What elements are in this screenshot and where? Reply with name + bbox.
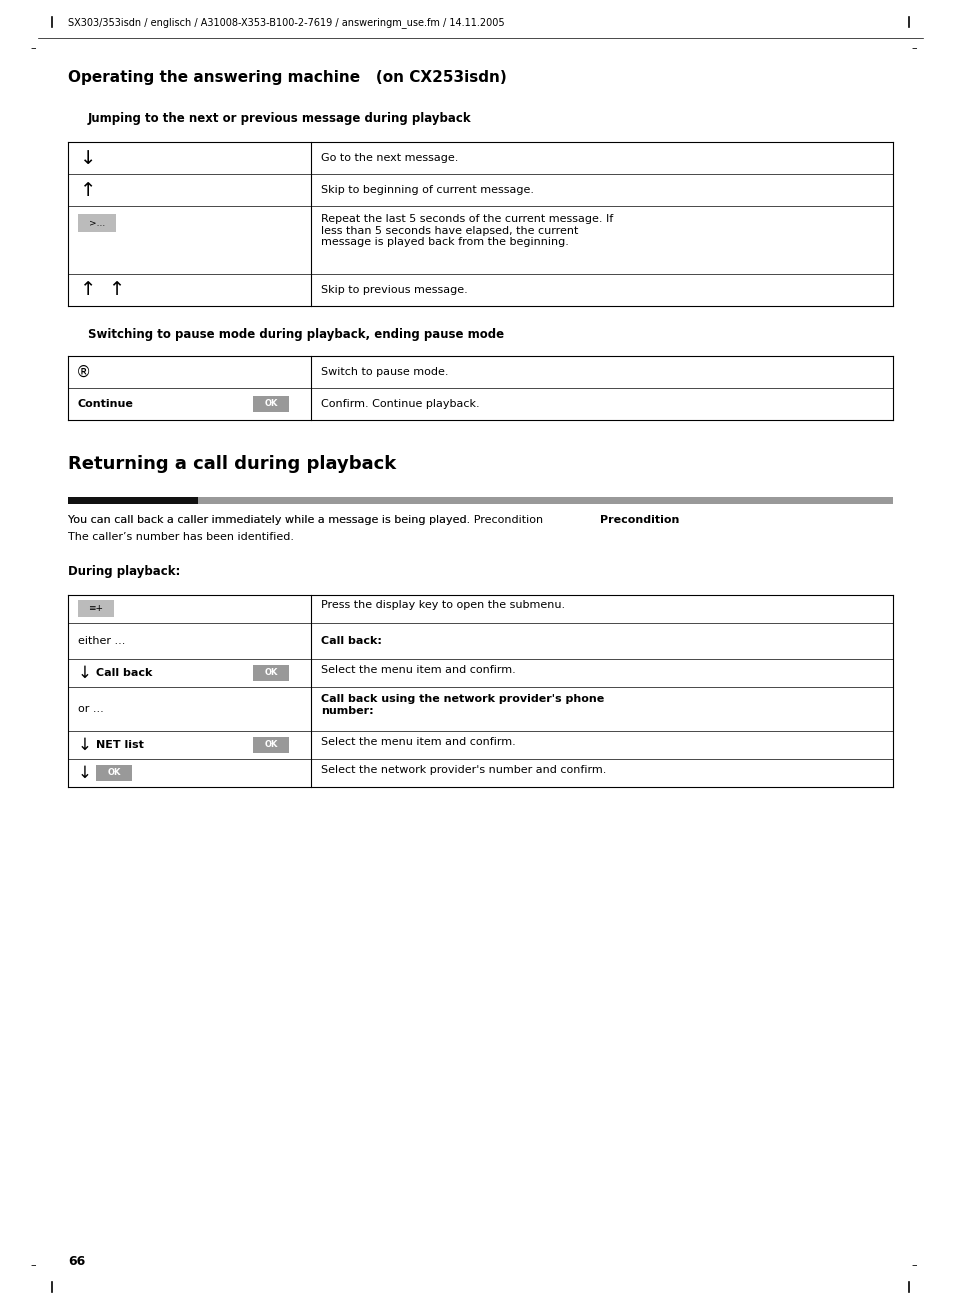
FancyBboxPatch shape [68,497,198,505]
FancyBboxPatch shape [96,765,132,782]
Text: You can call back a caller immediately while a message is being played.: You can call back a caller immediately w… [68,515,474,525]
FancyBboxPatch shape [198,497,892,505]
FancyBboxPatch shape [253,665,289,681]
Text: OK: OK [264,400,277,409]
Text: Switching to pause mode during playback, ending pause mode: Switching to pause mode during playback,… [88,328,503,341]
Text: Continue: Continue [78,399,133,409]
Text: Call back: Call back [96,668,152,678]
Text: Precondition: Precondition [599,515,679,525]
Text: ↑  ↑: ↑ ↑ [80,281,125,299]
Text: Repeat the last 5 seconds of the current message. If
less than 5 seconds have el: Repeat the last 5 seconds of the current… [321,214,613,247]
Text: Confirm. Continue playback.: Confirm. Continue playback. [321,399,479,409]
Text: ↓: ↓ [78,736,91,754]
Text: During playback:: During playback: [68,565,180,578]
Text: Returning a call during playback: Returning a call during playback [68,455,395,473]
Text: Select the menu item and confirm.: Select the menu item and confirm. [321,665,516,674]
Text: Switch to pause mode.: Switch to pause mode. [321,367,449,376]
Text: either ...: either ... [78,637,125,646]
Text: :: : [675,515,678,525]
Text: –: – [910,1260,916,1270]
Text: ®: ® [76,365,91,379]
Text: NET list: NET list [96,740,144,750]
Text: –: – [30,1260,35,1270]
Text: Call back using the network provider's phone
number:: Call back using the network provider's p… [321,694,604,716]
Text: OK: OK [264,741,277,749]
Text: or ...: or ... [78,704,104,714]
Text: ↓: ↓ [78,664,91,682]
Text: Skip to previous message.: Skip to previous message. [321,285,468,295]
Text: Call back:: Call back: [321,637,382,646]
Text: –: – [910,43,916,54]
Text: –: – [30,43,35,54]
Text: SX303/353isdn / englisch / A31008-X353-B100-2-7619 / answeringm_use.fm / 14.11.2: SX303/353isdn / englisch / A31008-X353-B… [68,17,504,27]
FancyBboxPatch shape [78,214,116,233]
Text: Jumping to the next or previous message during playback: Jumping to the next or previous message … [88,112,471,125]
Text: Go to the next message.: Go to the next message. [321,153,458,163]
Text: OK: OK [264,668,277,677]
Text: 66: 66 [68,1255,85,1268]
Text: You can call back a caller immediately while a message is being played. Precondi: You can call back a caller immediately w… [68,515,542,525]
FancyBboxPatch shape [253,396,289,412]
Text: OK: OK [107,769,121,778]
Text: Select the network provider's number and confirm.: Select the network provider's number and… [321,765,606,775]
Text: Select the menu item and confirm.: Select the menu item and confirm. [321,737,516,748]
Text: You can call back a caller immediately while a message is being played.: You can call back a caller immediately w… [68,515,474,525]
Text: ↓: ↓ [78,765,91,782]
Text: Skip to beginning of current message.: Skip to beginning of current message. [321,186,534,195]
Text: The caller’s number has been identified.: The caller’s number has been identified. [68,532,294,542]
Text: ≡+: ≡+ [89,604,103,613]
Text: ↑: ↑ [80,180,96,200]
Text: Press the display key to open the submenu.: Press the display key to open the submen… [321,600,565,610]
Text: >...: >... [89,218,105,227]
FancyBboxPatch shape [253,737,289,753]
FancyBboxPatch shape [78,600,113,617]
Text: ↓: ↓ [80,149,96,167]
Text: Operating the answering machine   (on CX253isdn): Operating the answering machine (on CX25… [68,71,506,85]
